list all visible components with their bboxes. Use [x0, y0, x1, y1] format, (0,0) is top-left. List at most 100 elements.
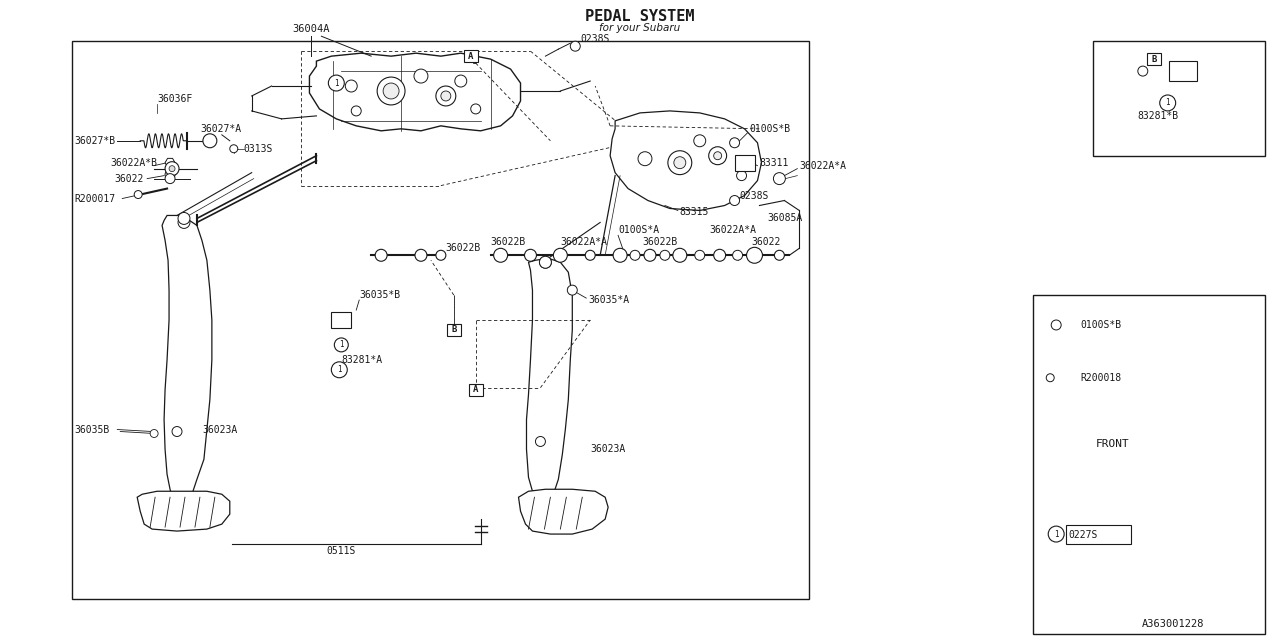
Circle shape	[351, 106, 361, 116]
Circle shape	[440, 91, 451, 101]
Text: 1: 1	[1053, 529, 1059, 539]
Circle shape	[436, 86, 456, 106]
Polygon shape	[310, 53, 521, 131]
Text: 83281*A: 83281*A	[342, 355, 383, 365]
Circle shape	[1160, 95, 1175, 111]
Text: 36023A: 36023A	[590, 444, 626, 454]
Circle shape	[230, 145, 238, 153]
Circle shape	[668, 151, 691, 175]
Circle shape	[378, 77, 404, 105]
Text: 1: 1	[334, 79, 339, 88]
Circle shape	[334, 338, 348, 352]
Circle shape	[134, 191, 142, 198]
Text: 83311: 83311	[759, 157, 788, 168]
Bar	[447, 324, 461, 336]
Text: 36022: 36022	[751, 237, 781, 247]
Text: 83315: 83315	[680, 207, 709, 218]
Polygon shape	[165, 158, 175, 167]
Text: 36022B: 36022B	[643, 237, 677, 247]
Text: B: B	[1152, 54, 1157, 63]
Text: PEDAL SYSTEM: PEDAL SYSTEM	[585, 10, 695, 24]
Polygon shape	[611, 111, 762, 211]
Text: for your Subaru: for your Subaru	[599, 23, 681, 33]
Circle shape	[204, 134, 216, 148]
Circle shape	[746, 247, 763, 263]
Text: 0238S: 0238S	[580, 34, 609, 44]
Text: 36036F: 36036F	[157, 94, 192, 104]
Circle shape	[539, 256, 552, 268]
Circle shape	[454, 75, 467, 87]
Circle shape	[383, 83, 399, 99]
Circle shape	[494, 248, 508, 262]
Text: A: A	[474, 385, 479, 394]
Circle shape	[730, 196, 740, 205]
Polygon shape	[526, 259, 572, 507]
Circle shape	[525, 250, 536, 261]
Circle shape	[150, 429, 159, 438]
Circle shape	[714, 250, 726, 261]
Circle shape	[673, 248, 687, 262]
Text: 0238S: 0238S	[740, 191, 769, 200]
Circle shape	[535, 436, 545, 447]
Text: 36035*A: 36035*A	[589, 295, 630, 305]
Circle shape	[1138, 66, 1148, 76]
Text: 36027*A: 36027*A	[200, 124, 241, 134]
Circle shape	[613, 248, 627, 262]
Circle shape	[571, 41, 580, 51]
Text: R200017: R200017	[74, 193, 115, 204]
Text: 36022B: 36022B	[445, 243, 481, 253]
Text: 36022: 36022	[114, 173, 143, 184]
Circle shape	[165, 173, 175, 184]
Polygon shape	[137, 492, 230, 531]
Text: 1: 1	[337, 365, 342, 374]
Text: 36023A: 36023A	[202, 424, 237, 435]
Circle shape	[773, 173, 786, 184]
Polygon shape	[518, 489, 608, 534]
Text: 83281*B: 83281*B	[1138, 111, 1179, 121]
Text: A: A	[468, 52, 474, 61]
Text: 0100S*B: 0100S*B	[750, 124, 791, 134]
Circle shape	[730, 138, 740, 148]
Text: 0313S: 0313S	[243, 144, 273, 154]
Circle shape	[178, 216, 189, 228]
Bar	[1066, 525, 1130, 544]
Circle shape	[673, 157, 686, 169]
Bar	[468, 384, 483, 396]
Text: 36022A*A: 36022A*A	[561, 237, 607, 247]
Text: 0511S: 0511S	[326, 546, 356, 556]
Circle shape	[637, 152, 652, 166]
Text: 36022B: 36022B	[490, 237, 526, 247]
Circle shape	[415, 250, 428, 261]
Circle shape	[1046, 374, 1055, 381]
Circle shape	[694, 135, 705, 147]
Text: R200018: R200018	[1080, 372, 1121, 383]
Text: 0100S*A: 0100S*A	[618, 225, 659, 236]
Text: FRONT: FRONT	[1096, 440, 1130, 449]
Text: A363001228: A363001228	[1142, 619, 1204, 628]
Circle shape	[172, 426, 182, 436]
Text: 1: 1	[339, 340, 343, 349]
Text: B: B	[451, 326, 457, 335]
Circle shape	[471, 104, 481, 114]
Text: 36035B: 36035B	[74, 424, 110, 435]
Circle shape	[553, 248, 567, 262]
Text: 36022A*B: 36022A*B	[110, 157, 157, 168]
Circle shape	[436, 250, 445, 260]
Circle shape	[169, 166, 175, 172]
Bar	[73, 41, 809, 599]
Circle shape	[732, 250, 742, 260]
Circle shape	[774, 250, 785, 260]
Circle shape	[585, 250, 595, 260]
Circle shape	[165, 162, 179, 175]
Circle shape	[178, 212, 189, 225]
Text: 36004A: 36004A	[293, 24, 330, 35]
Text: 0100S*B: 0100S*B	[1080, 320, 1121, 330]
Circle shape	[630, 250, 640, 260]
Text: 36027*B: 36027*B	[74, 136, 115, 146]
Circle shape	[714, 152, 722, 160]
Circle shape	[539, 256, 552, 268]
Bar	[463, 50, 477, 62]
Circle shape	[1048, 526, 1064, 542]
Text: 36035*B: 36035*B	[360, 290, 401, 300]
Circle shape	[165, 170, 175, 180]
